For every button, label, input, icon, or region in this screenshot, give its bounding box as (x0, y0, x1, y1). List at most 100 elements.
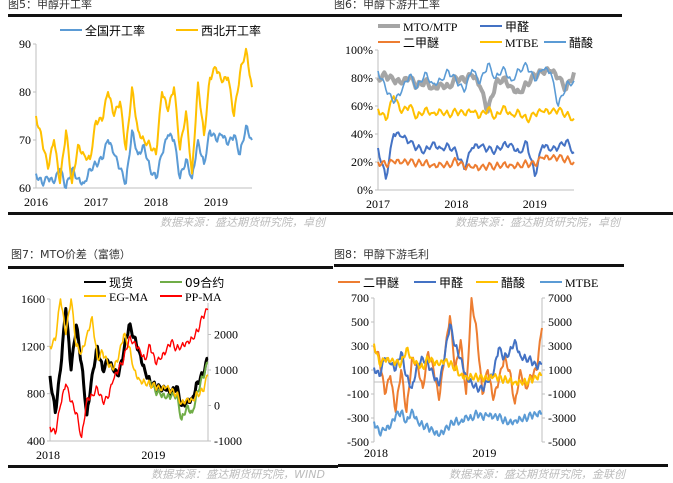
legend-backdrop (377, 18, 493, 33)
source-note-2: 数据来源：盛达期货研究院，卓创 (455, 216, 620, 229)
x-tick-label: 2018 (36, 448, 60, 462)
x-tick-label: 2018 (444, 197, 468, 211)
panel-title-2: 图6：甲醇下游开工率 (334, 0, 440, 11)
legend-label: 现货 (109, 275, 133, 290)
title-rule-3 (8, 266, 333, 269)
y-tick-label: 70 (19, 133, 31, 147)
y-tick-label: 80% (351, 71, 373, 85)
y-tick-label: 800 (27, 387, 45, 401)
x-tick-label: 2019 (472, 446, 496, 460)
y-tick-label: 60% (351, 99, 373, 113)
y-tick-label: 400 (27, 434, 45, 448)
legend-backdrop (479, 18, 535, 33)
x-tick-label: 2018 (144, 195, 168, 209)
y2-tick-label: 5000 (548, 315, 572, 329)
y2-tick-label: -5000 (548, 435, 576, 449)
series-line-0-0 (35, 124, 253, 189)
y-tick-label: -500 (347, 435, 369, 449)
legend-label: 甲醛 (505, 19, 529, 34)
chart-downstream-margin: -500 -300 -100 100 300 500 700 -5000 -3000 -1000 1… (337, 274, 619, 460)
legend-label: 西北开工率 (201, 23, 261, 38)
bottom-rule-1 (8, 212, 338, 215)
y2-tick-label: 0 (214, 399, 220, 413)
legend-backdrop (543, 34, 599, 49)
y2-tick-label: 1000 (548, 363, 572, 377)
chart-mto-spread: 40080012001600-1000010002000300020182019… (21, 274, 251, 462)
y-tick-label: 100 (351, 363, 369, 377)
y2-tick-label: 7000 (548, 291, 572, 305)
legend-backdrop (413, 274, 469, 289)
x-tick-label: 2019 (523, 197, 547, 211)
series-line-1-1 (377, 131, 575, 180)
x-tick-label: 2017 (84, 195, 108, 209)
panel-title-1: 图5：甲醇开工率 (8, 0, 92, 11)
y-tick-label: 60 (19, 181, 31, 195)
source-note-4: 数据来源：盛达期货研究院，金联创 (449, 468, 625, 481)
legend-label: 二甲醚 (363, 276, 399, 290)
legend-backdrop (377, 34, 445, 49)
y2-tick-label: 1000 (214, 363, 238, 377)
legend-backdrop (475, 274, 531, 289)
series-line-2-3 (49, 308, 209, 439)
series-line-0-1 (35, 47, 253, 185)
panel-title-4: 图8：甲醇下游毛利 (334, 248, 429, 261)
legend-label: 09合约 (185, 275, 224, 290)
legend-label: 醋酸 (569, 35, 593, 50)
y-tick-label: 300 (351, 339, 369, 353)
x-tick-label: 2019 (204, 195, 228, 209)
source-note-3: 数据来源：盛达期货研究院，WIND (151, 468, 325, 481)
series-line-3-1 (373, 323, 543, 393)
y2-tick-label: -3000 (548, 411, 576, 425)
title-rule-2 (300, 14, 622, 17)
legend-backdrop (83, 288, 175, 303)
chart-downstream-operating-rate: 0% 20% 40% 60% 80% 100% 2017 2018 2019 MTO/MTP 甲醛二… (345, 18, 599, 211)
legend-backdrop (83, 274, 139, 289)
legend-label: 醋酸 (501, 275, 525, 290)
panel-title-3: 图7：MTO价差（富德） (11, 248, 131, 261)
source-note-1: 数据来源：盛达期货研究院，卓创 (160, 216, 325, 229)
bottom-rule-2 (338, 212, 673, 215)
x-tick-label: 2016 (24, 195, 48, 209)
legend-backdrop (337, 274, 405, 289)
y2-tick-label: -1000 (214, 434, 242, 448)
x-tick-label: 2019 (141, 448, 165, 462)
y-tick-label: 90 (19, 37, 31, 51)
series-line-1-2 (377, 154, 575, 172)
y2-tick-label: 3000 (548, 339, 572, 353)
legend-label: PP-MA (185, 290, 222, 304)
legend-backdrop (175, 22, 267, 37)
series-line-3-3 (373, 408, 543, 437)
series-line-2-2 (49, 298, 209, 405)
series-line-3-2 (373, 343, 543, 386)
bottom-rule-3 (8, 465, 338, 468)
title-rule-1 (8, 14, 324, 17)
y-tick-label: 0% (357, 183, 373, 197)
series-line-1-3 (377, 95, 575, 124)
y-tick-label: 500 (351, 315, 369, 329)
legend-label: EG-MA (109, 290, 149, 304)
x-tick-label: 2018 (364, 446, 388, 460)
series-line-1-4 (377, 61, 575, 107)
y-tick-label: 40% (351, 127, 373, 141)
y-tick-label: 100% (345, 43, 373, 57)
legend-backdrop (159, 274, 239, 289)
legend-backdrop (479, 34, 559, 49)
legend-label: 二甲醚 (403, 36, 439, 50)
y-tick-label: 20% (351, 155, 373, 169)
title-rule-4 (334, 264, 624, 267)
legend-label: 全国开工率 (85, 23, 145, 38)
chart-methanol-operating-rate: 60 70 80 90 2016 2017 2018 2019 全国开工率 西北开工率 (19, 22, 267, 209)
y2-tick-label: -1000 (548, 387, 576, 401)
legend-label: 甲醛 (439, 275, 463, 290)
y-tick-label: -300 (347, 411, 369, 425)
legend-backdrop (159, 288, 251, 303)
legend-backdrop (59, 22, 151, 37)
y-tick-label: -100 (347, 387, 369, 401)
legend-label: MTBE (505, 36, 538, 50)
legend-backdrop (539, 274, 619, 289)
x-tick-label: 2017 (366, 197, 390, 211)
legend-label: MTBE (565, 276, 598, 290)
y2-tick-label: 2000 (214, 328, 238, 342)
y-tick-label: 80 (19, 85, 31, 99)
series-line-2-0 (48, 307, 209, 417)
